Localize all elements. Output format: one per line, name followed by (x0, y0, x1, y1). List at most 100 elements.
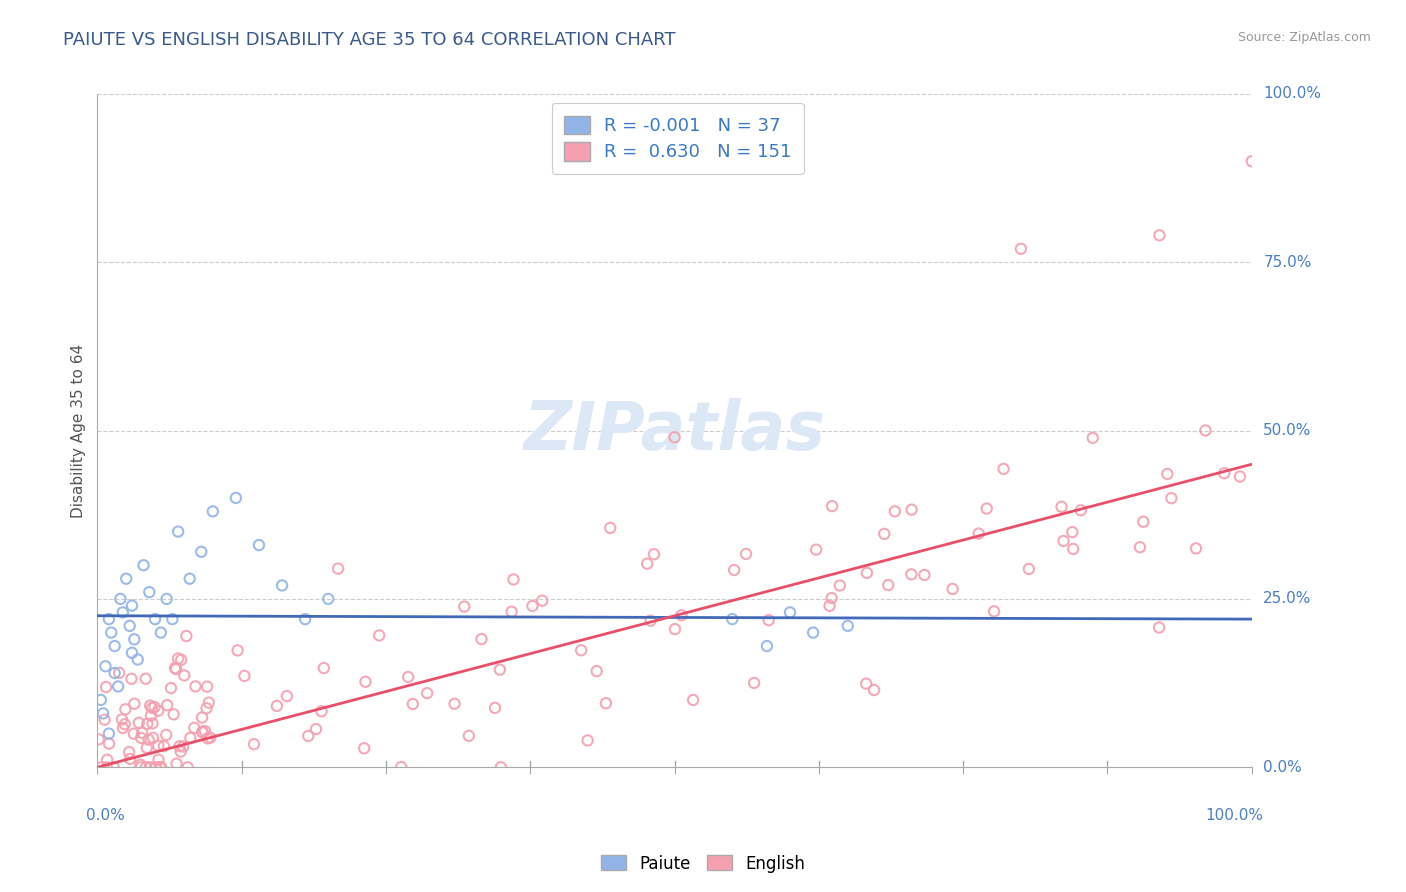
Point (150, 760, 173, 774)
Point (266, 698, 288, 713)
Point (139, 760, 162, 774)
Point (94, 659, 117, 673)
Point (149, 625, 172, 640)
Point (354, 674, 377, 689)
Point (167, 524, 190, 539)
Text: 75.0%: 75.0% (1264, 255, 1312, 269)
Point (576, 733, 599, 747)
Point (912, 568, 935, 582)
Point (225, 491, 247, 505)
Point (143, 612, 166, 626)
Point (195, 680, 218, 694)
Point (983, 604, 1005, 618)
Point (201, 504, 224, 518)
Point (402, 697, 425, 711)
Point (172, 739, 194, 754)
Point (489, 760, 512, 774)
Text: 100.0%: 100.0% (1205, 807, 1264, 822)
Point (173, 668, 195, 682)
Point (153, 739, 176, 753)
Point (1156, 467, 1178, 481)
Point (1160, 491, 1182, 506)
Point (976, 501, 998, 516)
Point (90, 693, 112, 707)
Point (135, 672, 157, 686)
Point (108, 665, 131, 680)
Point (416, 686, 439, 700)
Point (120, 752, 142, 766)
Y-axis label: Disability Age 35 to 64: Disability Age 35 to 64 (72, 343, 86, 517)
Text: Source: ZipAtlas.com: Source: ZipAtlas.com (1237, 31, 1371, 45)
Point (247, 538, 270, 552)
Point (1081, 431, 1104, 445)
Point (311, 704, 333, 718)
Point (176, 629, 198, 643)
Point (502, 573, 524, 587)
Point (742, 676, 765, 690)
Point (1062, 525, 1084, 540)
Point (755, 639, 778, 653)
Point (877, 578, 900, 592)
Point (139, 708, 162, 723)
Point (166, 756, 188, 771)
Point (194, 724, 217, 739)
Point (636, 557, 658, 571)
Point (124, 632, 146, 647)
Point (143, 700, 166, 714)
Point (226, 643, 249, 657)
Point (121, 646, 143, 660)
Text: 25.0%: 25.0% (1264, 591, 1312, 607)
Point (98, 737, 121, 751)
Point (190, 545, 212, 559)
Point (804, 542, 827, 557)
Point (779, 606, 801, 620)
Point (145, 760, 167, 774)
Point (87, 732, 110, 747)
Point (138, 732, 160, 747)
Point (671, 608, 693, 623)
Point (1129, 541, 1152, 555)
Point (396, 670, 419, 684)
Legend: Paiute, English: Paiute, English (595, 848, 811, 880)
Point (453, 599, 475, 614)
Point (197, 731, 219, 746)
Text: 0.0%: 0.0% (1264, 760, 1302, 775)
Point (191, 710, 214, 724)
Point (111, 713, 134, 727)
Text: PAIUTE VS ENGLISH DISABILITY AGE 35 TO 64 CORRELATION CHART: PAIUTE VS ENGLISH DISABILITY AGE 35 TO 6… (63, 31, 676, 49)
Point (118, 745, 141, 759)
Point (135, 760, 157, 774)
Point (312, 661, 335, 675)
Point (96, 760, 118, 774)
Point (1132, 515, 1154, 529)
Point (837, 619, 859, 633)
Point (1229, 469, 1251, 483)
Point (721, 612, 744, 626)
Point (163, 661, 186, 675)
Point (368, 628, 391, 642)
Point (107, 680, 129, 694)
Point (195, 701, 218, 715)
Text: 50.0%: 50.0% (1264, 423, 1312, 438)
Point (142, 731, 165, 745)
Point (457, 729, 479, 743)
Point (305, 722, 328, 736)
Point (198, 696, 221, 710)
Point (141, 701, 163, 715)
Point (114, 717, 136, 731)
Point (129, 760, 152, 774)
Point (170, 745, 193, 759)
Point (91, 706, 114, 721)
Point (1194, 424, 1216, 438)
Point (443, 697, 465, 711)
Point (111, 606, 134, 620)
Text: 0.0%: 0.0% (86, 807, 125, 822)
Point (856, 566, 879, 580)
Point (200, 731, 222, 745)
Point (155, 728, 177, 742)
Point (967, 526, 990, 541)
Point (1052, 533, 1074, 548)
Point (484, 701, 506, 715)
Point (828, 578, 851, 592)
Point (156, 591, 179, 606)
